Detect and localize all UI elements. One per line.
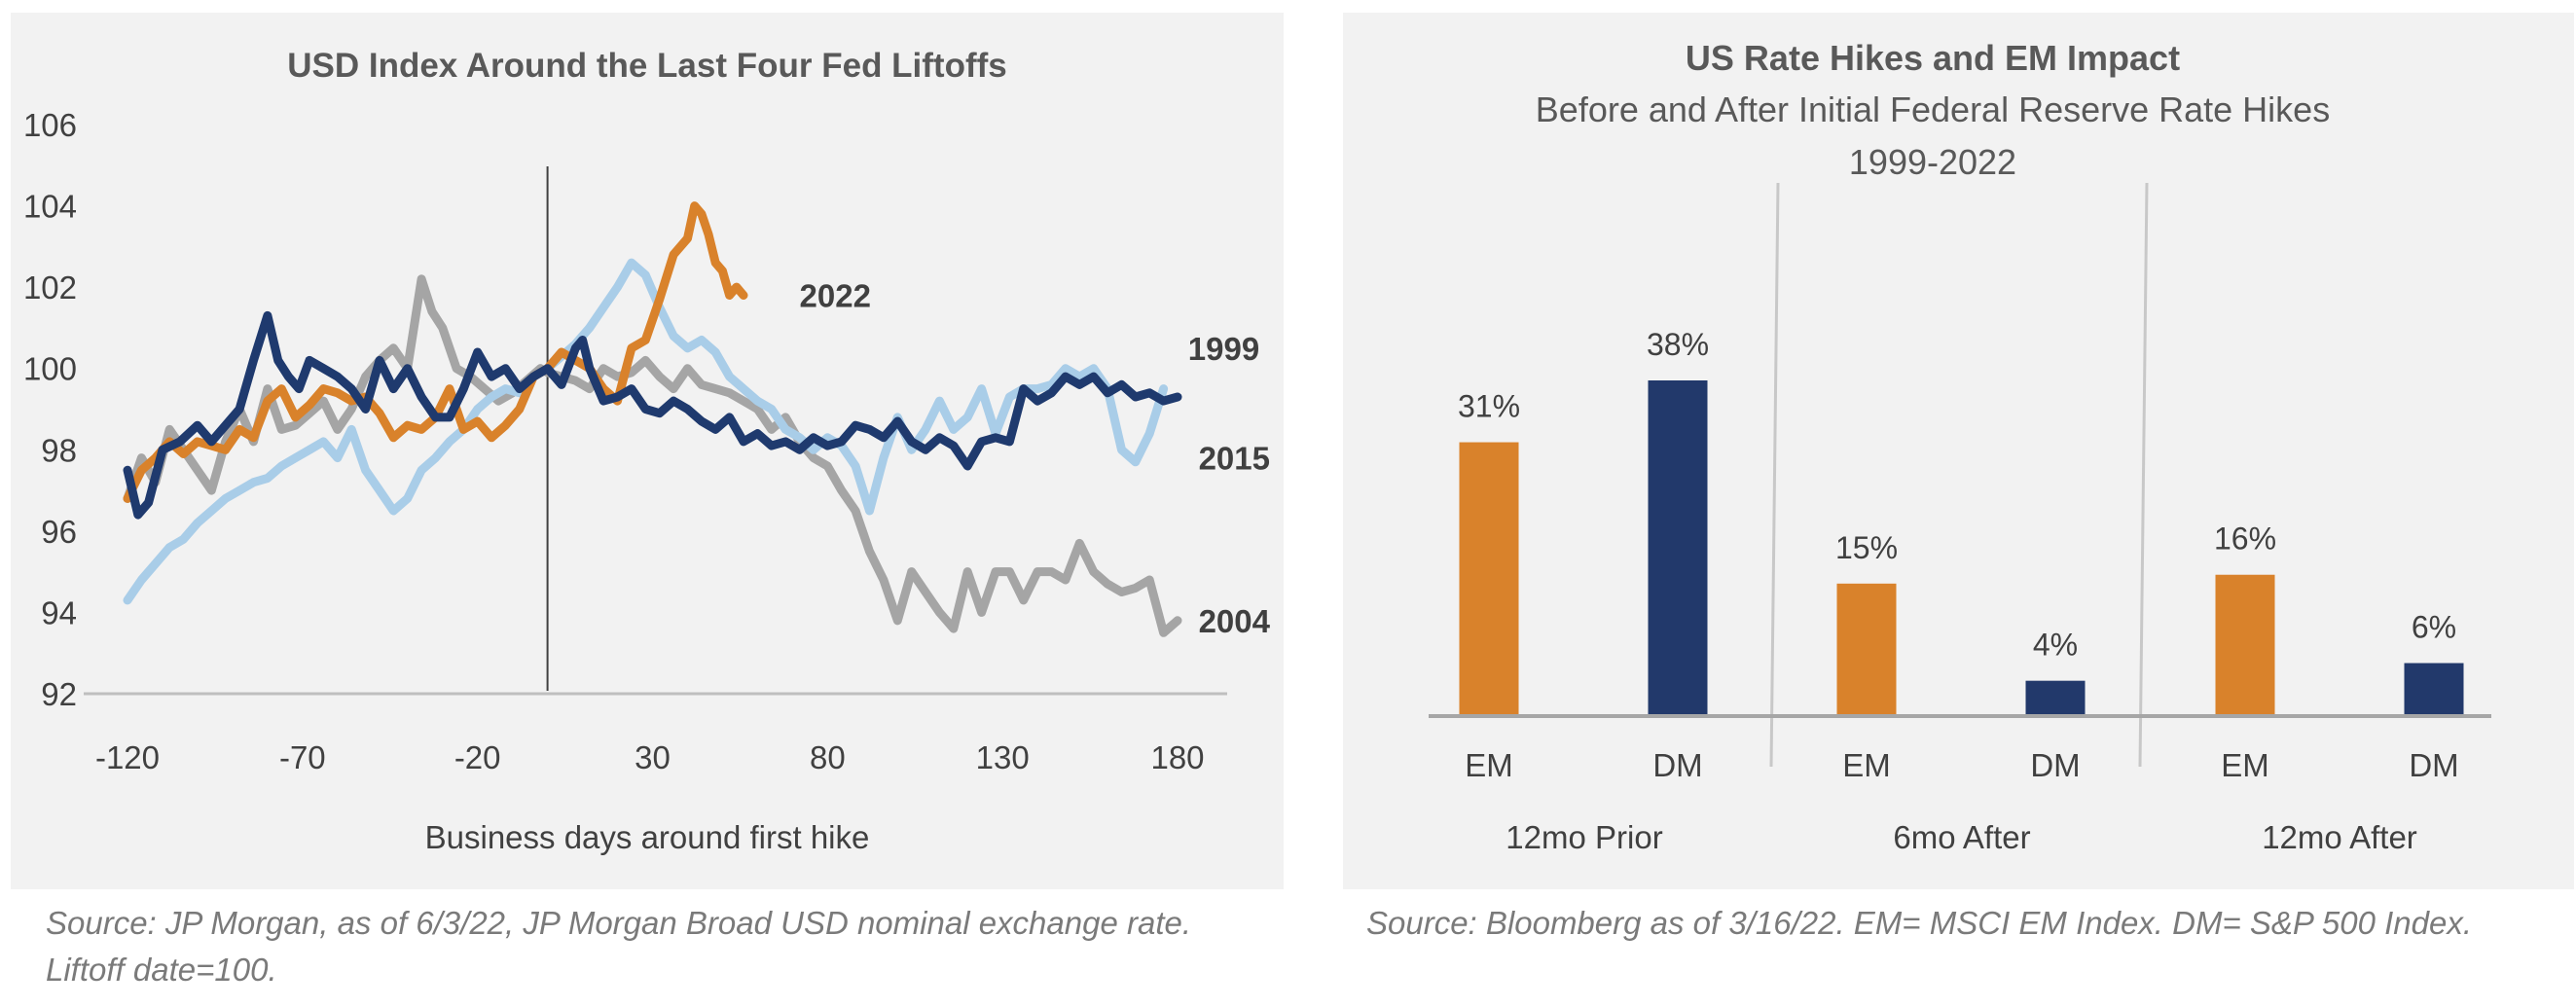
bar-data-label: 6% bbox=[2412, 610, 2456, 645]
bar-dm-12mo-prior bbox=[1648, 380, 1708, 716]
bar-dm-6mo-after bbox=[2025, 680, 2086, 716]
series-line-2022 bbox=[123, 201, 748, 503]
usd-index-chart-panel: USD Index Around the Last Four Fed Lifto… bbox=[11, 13, 1284, 889]
y-tick-label: 94 bbox=[41, 594, 77, 630]
y-tick-label: 102 bbox=[23, 270, 77, 306]
group-label: 6mo After bbox=[1893, 819, 2030, 855]
series-line-2004 bbox=[123, 274, 1182, 637]
series-label-2015: 2015 bbox=[1199, 441, 1270, 477]
x-tick-label: 130 bbox=[976, 739, 1030, 775]
bar-data-label: 4% bbox=[2033, 628, 2078, 663]
left-chart-source-note: Source: JP Morgan, as of 6/3/22, JP Morg… bbox=[46, 900, 1311, 993]
y-tick-label: 100 bbox=[23, 351, 77, 387]
category-label: DM bbox=[2409, 747, 2458, 783]
left-x-axis-title: Business days around first hike bbox=[425, 819, 870, 855]
x-tick-label: 80 bbox=[810, 739, 846, 775]
left-chart-title: USD Index Around the Last Four Fed Lifto… bbox=[287, 47, 1007, 85]
bar-em-12mo-after bbox=[2215, 574, 2275, 716]
category-label: EM bbox=[2221, 747, 2269, 783]
series-line-2015 bbox=[123, 258, 1169, 605]
bar-data-label: 38% bbox=[1647, 327, 1709, 362]
right-chart-title: US Rate Hikes and EM Impact bbox=[1686, 38, 2180, 78]
group-divider-2 bbox=[2138, 182, 2149, 768]
series-label-2022: 2022 bbox=[800, 278, 871, 314]
right-chart-source-note: Source: Bloomberg as of 3/16/22. EM= MSC… bbox=[1366, 900, 2573, 947]
em-impact-chart-panel: US Rate Hikes and EM Impact Before and A… bbox=[1343, 13, 2574, 889]
bar-data-label: 15% bbox=[1835, 530, 1898, 565]
category-label: EM bbox=[1465, 747, 1513, 783]
category-label: DM bbox=[2030, 747, 2080, 783]
series-label-1999: 1999 bbox=[1188, 331, 1259, 367]
x-tick-label: 180 bbox=[1150, 739, 1204, 775]
y-tick-label: 96 bbox=[41, 514, 77, 550]
em-impact-chart: US Rate Hikes and EM Impact Before and A… bbox=[1429, 38, 2491, 855]
x-tick-label: -70 bbox=[279, 739, 326, 775]
right-source-line: Source: Bloomberg as of 3/16/22. EM= MSC… bbox=[1366, 905, 2473, 941]
series-label-2004: 2004 bbox=[1199, 603, 1271, 639]
usd-index-chart: USD Index Around the Last Four Fed Lifto… bbox=[23, 47, 1271, 855]
bar-data-label: 16% bbox=[2214, 521, 2276, 557]
bar-dm-12mo-after bbox=[2404, 663, 2464, 716]
group-label: 12mo After bbox=[2262, 819, 2417, 855]
bar-data-label: 31% bbox=[1458, 389, 1520, 424]
right-chart-subtitle-line2: 1999-2022 bbox=[1849, 142, 2016, 182]
y-tick-label: 106 bbox=[23, 107, 77, 143]
group-divider-1 bbox=[1769, 182, 1780, 768]
x-tick-label: -120 bbox=[95, 739, 160, 775]
series-line-1999 bbox=[123, 310, 1182, 520]
left-source-line1: Source: JP Morgan, as of 6/3/22, JP Morg… bbox=[46, 905, 1192, 941]
left-source-line2: Liftoff date=100. bbox=[46, 952, 277, 988]
y-tick-label: 104 bbox=[23, 189, 77, 225]
bar-em-12mo-prior bbox=[1459, 442, 1519, 716]
category-label: EM bbox=[1842, 747, 1891, 783]
bar-em-6mo-after bbox=[1836, 583, 1897, 716]
right-chart-subtitle-line1: Before and After Initial Federal Reserve… bbox=[1536, 90, 2330, 129]
x-tick-label: 30 bbox=[635, 739, 671, 775]
group-label: 12mo Prior bbox=[1506, 819, 1662, 855]
x-tick-label: -20 bbox=[454, 739, 501, 775]
y-tick-label: 98 bbox=[41, 432, 77, 468]
category-label: DM bbox=[1652, 747, 1702, 783]
y-tick-label: 92 bbox=[41, 676, 77, 712]
